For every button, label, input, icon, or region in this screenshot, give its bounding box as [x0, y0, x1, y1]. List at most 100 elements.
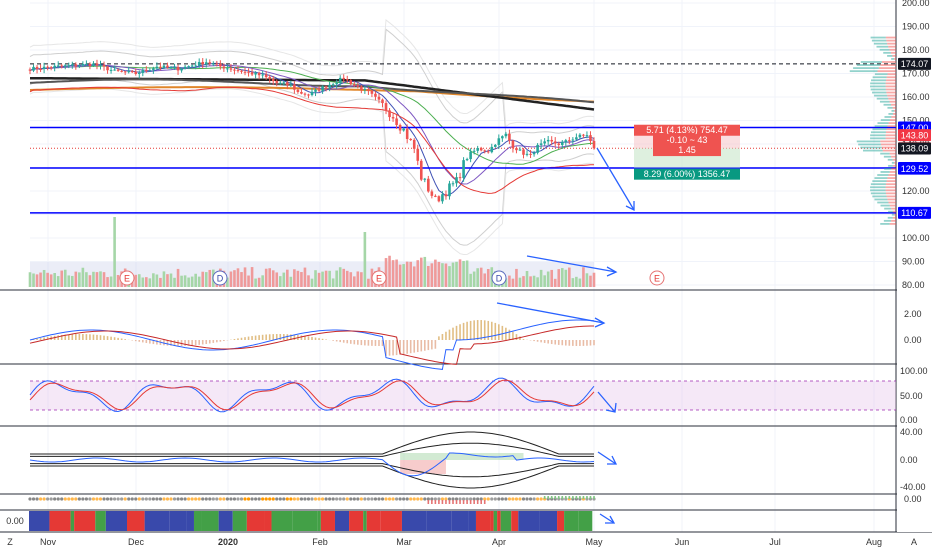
earnings-marker[interactable] [371, 270, 387, 286]
candle-body[interactable] [32, 66, 35, 71]
candle-body[interactable] [412, 139, 416, 149]
candle-body[interactable] [247, 71, 250, 73]
candle-body[interactable] [106, 66, 109, 71]
candle-body[interactable] [494, 144, 497, 147]
earnings-marker[interactable] [649, 270, 665, 286]
candle-body[interactable] [60, 65, 64, 67]
candle-body[interactable] [483, 150, 487, 152]
candle-body[interactable] [504, 133, 508, 137]
candle-body[interactable] [95, 63, 99, 66]
candle-body[interactable] [444, 194, 448, 197]
candle-body[interactable] [370, 90, 374, 94]
candle-body[interactable] [296, 89, 300, 92]
candle-body[interactable] [490, 146, 494, 153]
candle-body[interactable] [39, 69, 42, 71]
candle-body[interactable] [81, 64, 85, 66]
price-badge[interactable] [898, 142, 931, 155]
candle-body[interactable] [553, 141, 557, 144]
candle-body[interactable] [529, 153, 532, 155]
candle-body[interactable] [264, 74, 268, 78]
candle-body[interactable] [271, 78, 275, 82]
candle-body[interactable] [208, 62, 212, 64]
price-badge[interactable] [898, 206, 931, 219]
candle-body[interactable] [127, 71, 130, 73]
candle-body[interactable] [317, 89, 321, 91]
candle-body[interactable] [511, 140, 515, 149]
candle-body[interactable] [345, 79, 349, 81]
candle-body[interactable] [448, 183, 451, 197]
candle-body[interactable] [402, 128, 405, 131]
candle-body[interactable] [102, 64, 106, 67]
candle-body[interactable] [194, 65, 197, 67]
candle-body[interactable] [63, 65, 67, 67]
candle-body[interactable] [479, 148, 483, 151]
oscillator-arrow[interactable] [597, 451, 617, 465]
candle-body[interactable] [423, 178, 427, 180]
candle-body[interactable] [120, 70, 123, 72]
candle-body[interactable] [388, 110, 391, 118]
candle-body[interactable] [215, 63, 219, 65]
candle-body[interactable] [328, 84, 331, 88]
candle-body[interactable] [243, 71, 247, 73]
candle-body[interactable] [416, 148, 420, 161]
candle-body[interactable] [278, 82, 282, 84]
candle-body[interactable] [377, 96, 381, 100]
candle-body[interactable] [268, 77, 271, 79]
candle-body[interactable] [367, 88, 370, 91]
candle-body[interactable] [560, 141, 564, 145]
candle-body[interactable] [88, 63, 92, 67]
candle-body[interactable] [582, 134, 585, 136]
candle-body[interactable] [437, 196, 441, 202]
candle-body[interactable] [360, 86, 363, 91]
candle-body[interactable] [293, 84, 296, 90]
candle-body[interactable] [536, 144, 539, 153]
candle-body[interactable] [92, 63, 95, 67]
candle-body[interactable] [356, 85, 360, 87]
candle-body[interactable] [123, 71, 127, 73]
candle-body[interactable] [130, 71, 134, 73]
candle-body[interactable] [240, 70, 243, 72]
candle-body[interactable] [74, 64, 78, 67]
candle-body[interactable] [56, 65, 60, 67]
candle-body[interactable] [236, 70, 240, 72]
candle-body[interactable] [331, 84, 335, 86]
macd-arrow[interactable] [496, 302, 605, 324]
candle-body[interactable] [398, 124, 402, 131]
candle-body[interactable] [349, 80, 353, 85]
candle-body[interactable] [282, 82, 286, 84]
candle-body[interactable] [49, 67, 53, 69]
candle-body[interactable] [501, 136, 504, 139]
candle-body[interactable] [353, 84, 356, 86]
candle-body[interactable] [342, 77, 346, 80]
candle-body[interactable] [441, 194, 444, 202]
candle-body[interactable] [226, 68, 229, 70]
candle-body[interactable] [289, 84, 293, 86]
candle-body[interactable] [152, 68, 155, 71]
candle-body[interactable] [575, 137, 578, 140]
candle-body[interactable] [568, 140, 571, 142]
candle-body[interactable] [204, 62, 208, 65]
candle-body[interactable] [155, 66, 159, 69]
candle-body[interactable] [99, 64, 102, 66]
candle-body[interactable] [592, 140, 596, 149]
candle-body[interactable] [458, 177, 462, 179]
volume-arrow[interactable] [526, 255, 617, 273]
earnings-marker[interactable] [119, 270, 135, 286]
candle-body[interactable] [78, 65, 81, 67]
stochastic-pane[interactable] [29, 377, 896, 413]
candle-body[interactable] [137, 72, 141, 74]
candle-body[interactable] [395, 118, 398, 125]
candle-body[interactable] [465, 159, 469, 161]
ribbon-arrow[interactable] [599, 513, 615, 524]
squeeze-pane[interactable] [28, 496, 616, 531]
candle-body[interactable] [522, 149, 525, 155]
candle-body[interactable] [427, 178, 430, 192]
candle-body[interactable] [384, 103, 388, 111]
candle-body[interactable] [42, 66, 46, 70]
candle-body[interactable] [497, 138, 501, 145]
candle-body[interactable] [141, 69, 145, 73]
price-badge[interactable] [898, 162, 931, 175]
candle-body[interactable] [310, 91, 314, 96]
candle-body[interactable] [250, 72, 254, 75]
candle-body[interactable] [173, 66, 176, 68]
